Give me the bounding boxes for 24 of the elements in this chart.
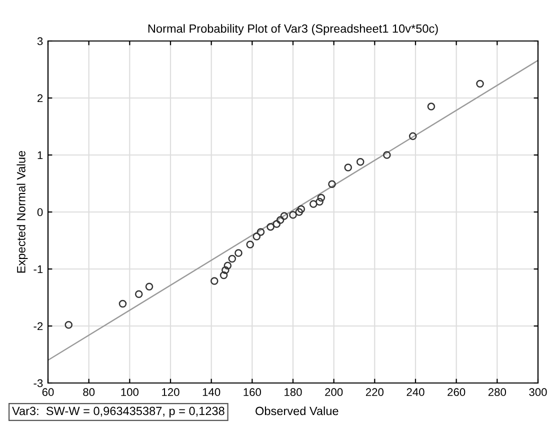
y-tick-label: -3 bbox=[34, 379, 43, 388]
x-tick-label: 280 bbox=[488, 388, 506, 396]
x-tick-label: 80 bbox=[83, 388, 95, 396]
x-axis-title: Observed Value bbox=[256, 406, 338, 416]
x-tick-label: 120 bbox=[162, 388, 180, 396]
y-tick-label: 3 bbox=[37, 37, 43, 46]
y-tick-label: -1 bbox=[34, 265, 43, 274]
y-tick-label: 2 bbox=[38, 94, 43, 102]
y-tick-label: 1 bbox=[38, 151, 43, 160]
text: Var3: SW-W = 0,963435387, p = 0,1238 bbox=[12, 406, 224, 418]
y-tick-label: -2 bbox=[34, 322, 43, 330]
x-tick-label: 200 bbox=[325, 388, 343, 396]
x-tick-label: 60 bbox=[42, 388, 54, 396]
chart-title: Normal Probability Plot of Var3 (Spreadsheet1 10v*50c) bbox=[148, 24, 438, 36]
x-tick-label: 240 bbox=[406, 388, 424, 396]
y-tick-label: 0 bbox=[37, 208, 43, 216]
y-axis-title: Expected Normal Value bbox=[16, 150, 28, 273]
x-tick-label: 220 bbox=[366, 388, 384, 396]
x-tick-label: 180 bbox=[284, 388, 302, 396]
x-tick-label: 140 bbox=[202, 388, 220, 396]
x-tick-label: 260 bbox=[448, 388, 466, 396]
x-tick-label: 100 bbox=[121, 388, 138, 396]
x-tick-label: 300 bbox=[529, 388, 547, 396]
x-tick-label: 160 bbox=[244, 388, 261, 396]
